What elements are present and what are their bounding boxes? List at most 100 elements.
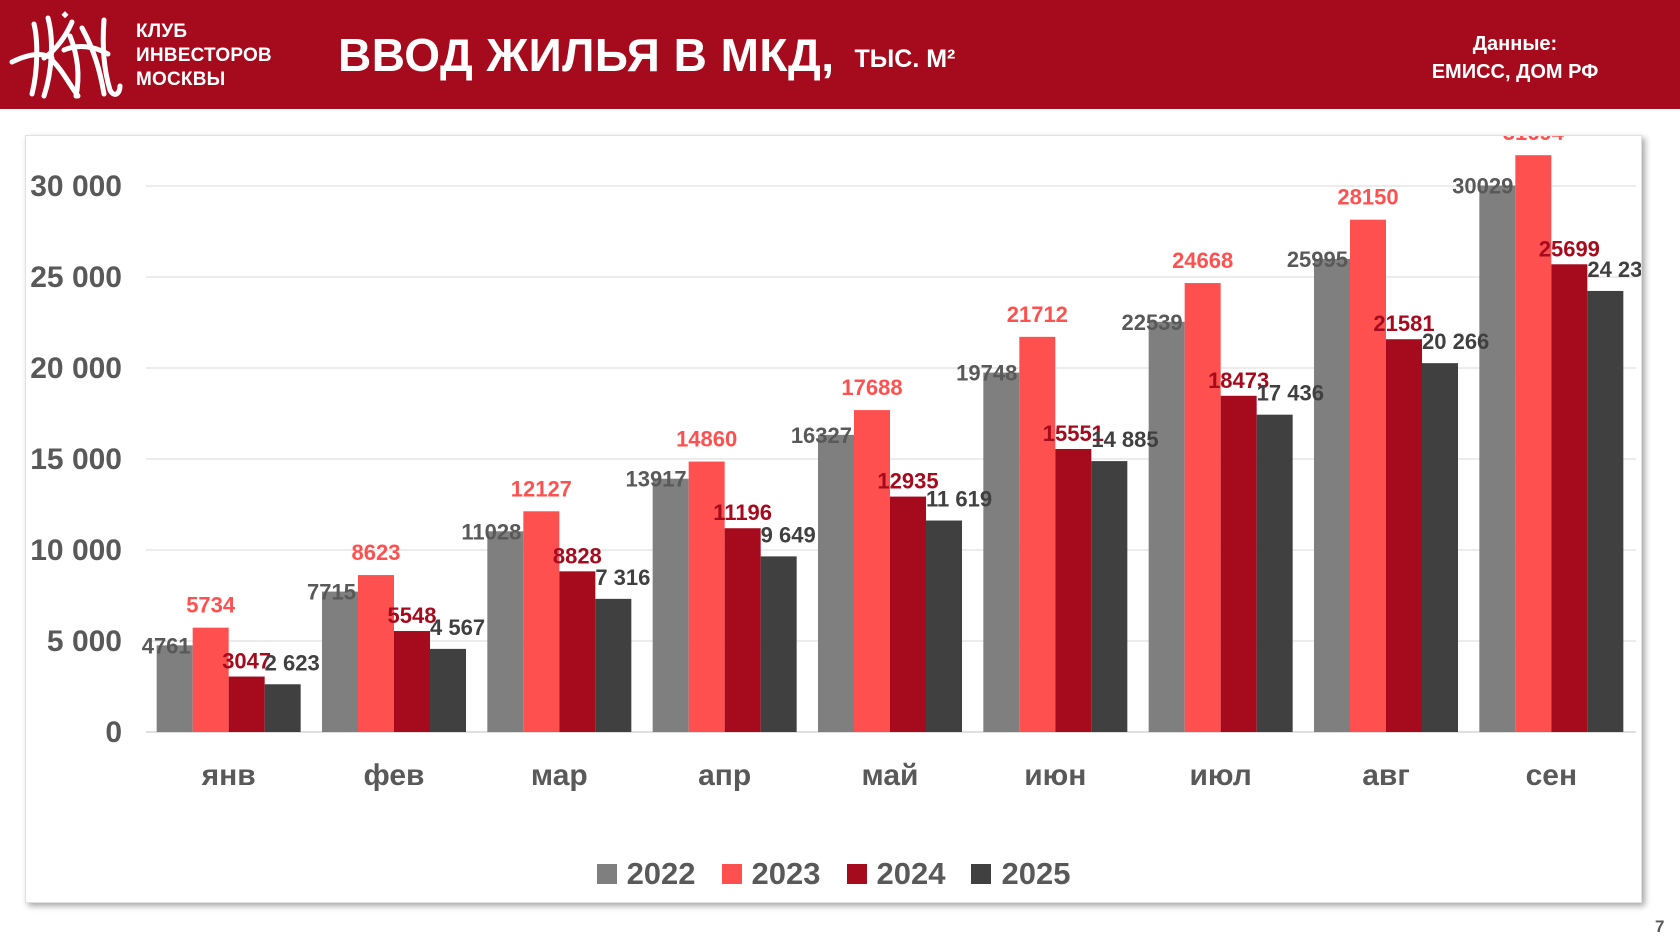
data-label-2025: 24 234 <box>1587 257 1641 282</box>
data-label-2024: 12935 <box>877 469 938 494</box>
x-tick-label: сен <box>1526 759 1578 792</box>
page-number: 7 <box>1655 917 1665 936</box>
bar-2022 <box>322 591 358 732</box>
data-label-2025: 4 567 <box>430 615 485 640</box>
y-tick-label: 15 000 <box>30 443 122 476</box>
bar-chart: 0 5 000 10 000 15 000 20 000 25 000 30 000 янв ф… <box>30 136 1641 792</box>
data-label-2023: 14860 <box>676 427 737 452</box>
x-tick-label: апр <box>698 759 751 792</box>
bar-2024 <box>559 571 596 732</box>
legend-label: 2024 <box>876 856 946 891</box>
y-tick-label: 0 <box>105 716 122 749</box>
data-label-2025: 14 885 <box>1091 427 1158 452</box>
bar-2025 <box>595 598 632 732</box>
data-label-2022: 13917 <box>625 467 686 492</box>
y-tick-label: 30 000 <box>30 170 122 203</box>
data-source-label: Данные: <box>1472 33 1558 55</box>
data-label-2022: 25995 <box>1287 247 1348 272</box>
bar-2022 <box>487 531 524 732</box>
x-tick-label: июн <box>1024 759 1086 792</box>
data-label-2025: 9 649 <box>761 522 816 547</box>
data-label-2024: 15551 <box>1043 421 1104 446</box>
bar-2022 <box>818 434 854 732</box>
data-label-2023: 17688 <box>841 375 902 400</box>
legend-label: 2023 <box>751 856 821 891</box>
bar-2025 <box>1256 414 1293 732</box>
data-label-2022: 19748 <box>956 361 1017 386</box>
data-label-2024: 5548 <box>388 603 437 628</box>
club-name-line: МОСКВЫ <box>136 69 226 90</box>
x-tick-label: фев <box>364 759 425 792</box>
legend-item-2023: 2023 <box>721 856 821 892</box>
chart-panel: 0 5 000 10 000 15 000 20 000 25 000 30 000 янв ф… <box>25 135 1642 903</box>
club-name-line: ИНВЕСТОРОВ <box>136 45 272 66</box>
data-label-2022: 30029 <box>1452 173 1513 198</box>
data-label-2023: 31694 <box>1503 136 1565 145</box>
bar-2025 <box>430 648 466 732</box>
data-label-2024: 3047 <box>222 649 271 674</box>
x-tick-label: мар <box>531 759 588 792</box>
legend-item-2024: 2024 <box>846 856 946 892</box>
page-title-unit: ТЫС. М² <box>854 45 956 73</box>
data-label-2023: 5734 <box>186 593 236 618</box>
data-source-value: ЕМИСС, ДОМ РФ <box>1431 61 1599 83</box>
x-tick-label: июл <box>1189 759 1251 792</box>
bar-2024 <box>890 496 926 732</box>
data-label-2024: 11196 <box>713 500 772 525</box>
data-label-2025: 7 316 <box>595 565 650 590</box>
bar-2023 <box>192 627 229 732</box>
bar-2023 <box>1019 336 1056 732</box>
legend-item-2022: 2022 <box>596 856 696 892</box>
y-tick-label: 20 000 <box>30 352 122 385</box>
header-bar: КЛУБ ИНВЕСТОРОВ МОСКВЫ ВВОД ЖИЛЬЯ В МКД,… <box>0 0 1680 109</box>
bar-2022 <box>1148 321 1185 732</box>
club-name-line: КЛУБ <box>136 21 188 42</box>
legend-swatch <box>971 864 992 884</box>
bar-2023 <box>1184 283 1221 732</box>
data-label-2025: 11 619 <box>926 487 992 512</box>
x-tick-label: авг <box>1362 759 1410 792</box>
bar-2025 <box>264 684 301 732</box>
bar-2023 <box>854 410 890 732</box>
data-label-2023: 8623 <box>352 540 401 565</box>
chart-legend: 2022 2023 2024 2025 <box>26 856 1641 892</box>
data-label-2022: 7715 <box>307 580 356 605</box>
data-label-2024: 18473 <box>1208 368 1269 393</box>
y-tick-label: 5 000 <box>47 625 122 658</box>
bar-2022 <box>652 478 689 732</box>
y-tick-label: 25 000 <box>30 261 122 294</box>
legend-label: 2022 <box>626 856 696 891</box>
data-label-2022: 22539 <box>1121 310 1182 335</box>
data-label-2025: 17 436 <box>1257 381 1324 406</box>
x-tick-label: янв <box>201 759 256 792</box>
y-tick-label: 10 000 <box>30 534 122 567</box>
bar-2023 <box>358 575 394 732</box>
data-label-2025: 2 623 <box>265 650 320 675</box>
legend-swatch <box>596 864 617 884</box>
data-label-2024: 25699 <box>1539 236 1600 261</box>
legend-swatch <box>846 864 867 884</box>
bar-2024 <box>228 676 265 732</box>
bar-2025 <box>1091 461 1128 732</box>
legend-item-2025: 2025 <box>971 856 1070 892</box>
bar-2024 <box>724 528 761 732</box>
kim-monogram-logo-icon <box>9 11 123 99</box>
bar-2023 <box>523 511 560 732</box>
data-label-2023: 28150 <box>1337 185 1398 210</box>
bar-2024 <box>1386 339 1422 732</box>
bar-2022 <box>156 645 193 732</box>
data-label-2022: 16327 <box>791 423 852 448</box>
bar-2025 <box>760 556 797 732</box>
data-label-2024: 21581 <box>1373 311 1434 336</box>
bar-2024 <box>1055 448 1092 732</box>
bar-2025 <box>1587 290 1624 732</box>
bar-2024 <box>1551 264 1588 732</box>
page-title-main: ВВОД ЖИЛЬЯ В МКД, <box>338 29 835 81</box>
data-label-2023: 12127 <box>511 476 572 501</box>
data-source: Данные: ЕМИСС, ДОМ РФ <box>1380 30 1650 86</box>
data-label-2023: 24668 <box>1172 248 1233 273</box>
page-title: ВВОД ЖИЛЬЯ В МКД, ТЫС. М² <box>338 28 955 82</box>
bar-2022 <box>1479 185 1516 733</box>
bar-2024 <box>1220 395 1257 732</box>
data-label-2022: 11028 <box>461 519 521 544</box>
